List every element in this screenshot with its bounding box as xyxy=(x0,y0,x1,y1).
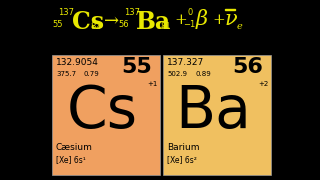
Text: Ba: Ba xyxy=(136,10,171,34)
Text: 137: 137 xyxy=(58,8,74,17)
Bar xyxy=(225,9,235,10)
Text: Cs: Cs xyxy=(67,83,138,140)
Bar xyxy=(52,55,160,175)
Text: 55: 55 xyxy=(52,20,62,29)
Text: Barium: Barium xyxy=(167,143,199,152)
Text: 82: 82 xyxy=(90,22,100,31)
Text: 0.79: 0.79 xyxy=(84,71,100,77)
Text: →: → xyxy=(104,12,119,30)
Text: 0.89: 0.89 xyxy=(195,71,211,77)
Text: β: β xyxy=(196,9,208,29)
Text: +: + xyxy=(174,13,187,27)
Text: 137.327: 137.327 xyxy=(167,58,204,67)
Text: 375.7: 375.7 xyxy=(56,71,76,77)
Text: 55: 55 xyxy=(121,57,152,77)
Text: 137: 137 xyxy=(124,8,140,17)
Text: e: e xyxy=(237,22,243,31)
Text: Ba: Ba xyxy=(175,83,251,140)
Text: 132.9054: 132.9054 xyxy=(56,58,99,67)
Text: Cs: Cs xyxy=(72,10,104,34)
Text: +1: +1 xyxy=(148,81,158,87)
Text: 56: 56 xyxy=(118,20,129,29)
Text: +: + xyxy=(212,13,225,27)
Text: 56: 56 xyxy=(232,57,263,77)
Text: 0: 0 xyxy=(188,8,193,17)
Text: 502.9: 502.9 xyxy=(167,71,187,77)
Text: [Xe] 6s²: [Xe] 6s² xyxy=(167,155,197,164)
Bar xyxy=(163,55,271,175)
Text: [Xe] 6s¹: [Xe] 6s¹ xyxy=(56,155,86,164)
Text: −1: −1 xyxy=(183,20,195,29)
Text: ν: ν xyxy=(225,10,238,29)
Text: 81: 81 xyxy=(160,22,171,31)
Text: Cæsium: Cæsium xyxy=(56,143,93,152)
Text: +2: +2 xyxy=(259,81,269,87)
